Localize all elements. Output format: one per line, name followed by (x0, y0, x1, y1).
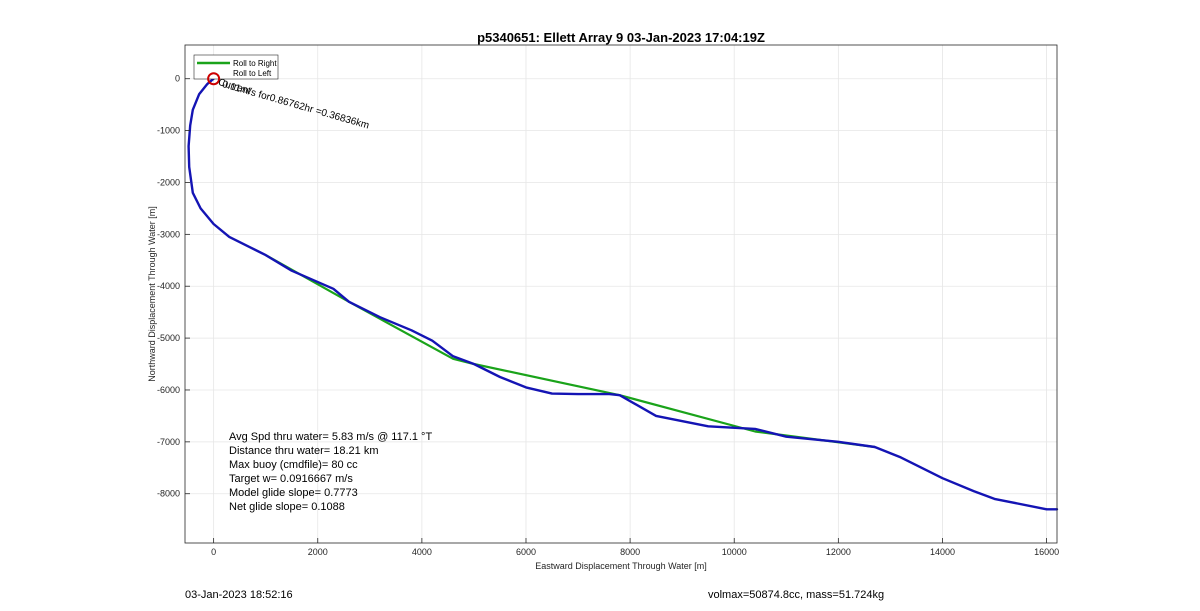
stat-max-buoy: Max buoy (cmdfile)= 80 cc (229, 459, 358, 471)
y-tick-label: -7000 (157, 437, 180, 447)
stat-distance: Distance thru water= 18.21 km (229, 445, 379, 457)
y-tick-label: -5000 (157, 333, 180, 343)
x-tick-label: 14000 (930, 547, 955, 557)
plot-area (185, 45, 1057, 543)
chart-title: p5340651: Ellett Array 9 03-Jan-2023 17:… (477, 30, 765, 45)
x-tick-label: 8000 (620, 547, 640, 557)
stat-avg-speed: Avg Spd thru water= 5.83 m/s @ 117.1 °T (229, 431, 432, 443)
legend-label-roll-left: Roll to Left (233, 69, 272, 78)
x-tick-label: 12000 (826, 547, 851, 557)
y-tick-label: -4000 (157, 281, 180, 291)
footer-mass-info: volmax=50874.8cc, mass=51.724kg (708, 589, 884, 601)
y-tick-label: -8000 (157, 489, 180, 499)
x-tick-label: 0 (211, 547, 216, 557)
x-tick-label: 6000 (516, 547, 536, 557)
legend-box (193, 54, 279, 80)
stat-model-glide-slope: Model glide slope= 0.7773 (229, 487, 358, 499)
y-axis-label: Northward Displacement Through Water [m] (147, 206, 157, 382)
series-track-line (187, 77, 1059, 511)
y-tick-label: -3000 (157, 229, 180, 239)
series-layer (187, 77, 1059, 511)
x-tick-label: 16000 (1034, 547, 1059, 557)
x-tick-label: 2000 (308, 547, 328, 557)
y-tick-label: -6000 (157, 385, 180, 395)
x-tick-label: 4000 (412, 547, 432, 557)
x-axis-label: Eastward Displacement Through Water [m] (535, 561, 707, 571)
legend-label-roll-right: Roll to Right (233, 59, 277, 68)
stat-net-glide-slope: Net glide slope= 0.1088 (229, 501, 345, 513)
legend: Roll to Right Roll to Left (193, 54, 279, 80)
axes-frame (184, 44, 1058, 544)
stat-target-w: Target w= 0.0916667 m/s (229, 473, 353, 485)
y-tick-label: 0 (175, 74, 180, 84)
y-tick-label: -1000 (157, 126, 180, 136)
stats-block: Avg Spd thru water= 5.83 m/s @ 117.1 °T … (229, 431, 432, 513)
footer-timestamp: 03-Jan-2023 18:52:16 (185, 589, 293, 601)
grid-lines (185, 45, 1057, 543)
x-ticks: 0 2000 4000 6000 8000 10000 12000 14000 16000 (211, 538, 1059, 557)
y-tick-label: -2000 (157, 177, 180, 187)
y-ticks: 0 -1000 -2000 -3000 -4000 -5000 -6000 -7000 -800… (157, 74, 190, 499)
start-marker (207, 72, 221, 86)
x-tick-label: 10000 (722, 547, 747, 557)
